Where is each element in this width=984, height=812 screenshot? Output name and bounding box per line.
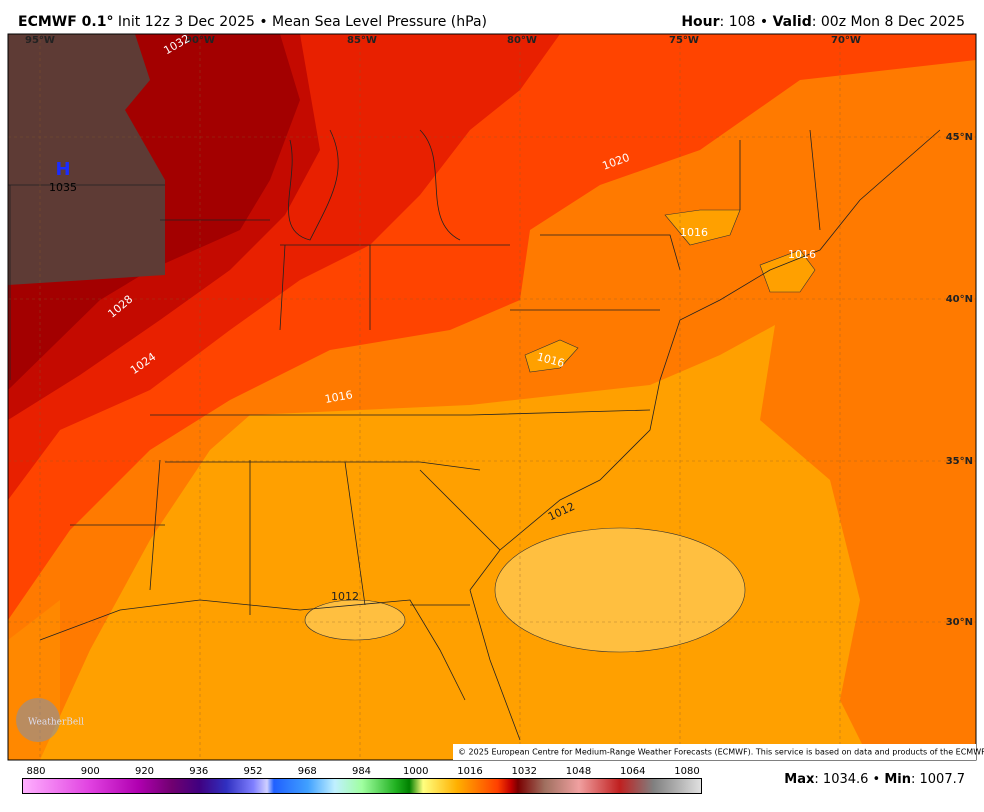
band-1012-1016: [524, 339, 579, 373]
lon-label: 95°W: [25, 35, 55, 46]
colorbar-label: 968: [298, 766, 317, 777]
map: 95°W 90°W 85°W 80°W 75°W 70°W 45°N 40°N …: [7, 32, 984, 761]
lat-label: 45°N: [946, 132, 973, 143]
valid-label: Valid: [773, 14, 812, 30]
logo: [16, 698, 60, 742]
coastline: [39, 129, 941, 741]
contour-label: 1012: [331, 590, 359, 603]
colorbar-label: 1064: [620, 766, 645, 777]
hour-label: Hour: [681, 14, 719, 30]
lon-label: 70°W: [831, 35, 861, 46]
valid: : 00z Mon 8 Dec 2025: [812, 14, 965, 30]
colorbar-label: 1080: [674, 766, 699, 777]
contour-label: 1016: [324, 388, 354, 406]
footer-stats: Max: 1034.6 • Min: 1007.7: [784, 772, 965, 787]
borders: [8, 129, 821, 615]
colorbar-label: 1048: [566, 766, 591, 777]
high-symbol: H: [55, 159, 70, 180]
subtitle: Init 12z 3 Dec 2025 • Mean Sea Level Pre…: [118, 14, 487, 30]
band-1012-1016: [759, 249, 816, 293]
copyright: © 2025 European Centre for Medium-Range …: [458, 748, 984, 757]
min-label: Min: [884, 772, 911, 787]
lon-label: 85°W: [347, 35, 377, 46]
lat-label: 30°N: [946, 617, 973, 628]
colorbar-label: 900: [81, 766, 100, 777]
colorbar-label: 920: [135, 766, 154, 777]
colorbar-wrap: [22, 778, 702, 794]
colorbar-label: 880: [26, 766, 45, 777]
model: ECMWF 0.1°: [18, 14, 113, 30]
band-1012-1016: [40, 325, 870, 760]
lat-label: 40°N: [946, 294, 973, 305]
colorbar: [22, 778, 702, 794]
band-below-1012: [304, 599, 406, 641]
colorbar-label: 1016: [457, 766, 482, 777]
header-left: ECMWF 0.1° Init 12z 3 Dec 2025 • Mean Se…: [18, 14, 487, 30]
min: : 1007.7: [911, 772, 965, 787]
colorbar-label: 984: [352, 766, 371, 777]
lon-label: 80°W: [507, 35, 537, 46]
credit: WeatherBell: [28, 718, 84, 728]
band-1012-1016: [664, 209, 741, 246]
colorbar-label: 936: [189, 766, 208, 777]
lat-label: 35°N: [946, 456, 973, 467]
high-value: 1035: [49, 181, 77, 194]
band-above-1036: [8, 34, 165, 285]
colorbar-label: 952: [243, 766, 262, 777]
contour-label: 1016: [680, 226, 708, 239]
contour-label: 1016: [788, 248, 816, 261]
max: : 1034.6 •: [814, 772, 884, 787]
colorbar-label: 1032: [512, 766, 537, 777]
colorbar-label: 1000: [403, 766, 428, 777]
lon-label: 75°W: [669, 35, 699, 46]
graticule: [8, 34, 976, 760]
lon-label: 90°W: [185, 35, 215, 46]
max-label: Max: [784, 772, 815, 787]
header-right: Hour: 108 • Valid: 00z Mon 8 Dec 2025: [681, 14, 965, 30]
hour: : 108 •: [720, 14, 773, 30]
band-below-1012: [494, 527, 746, 653]
copyright-box: [453, 744, 976, 760]
